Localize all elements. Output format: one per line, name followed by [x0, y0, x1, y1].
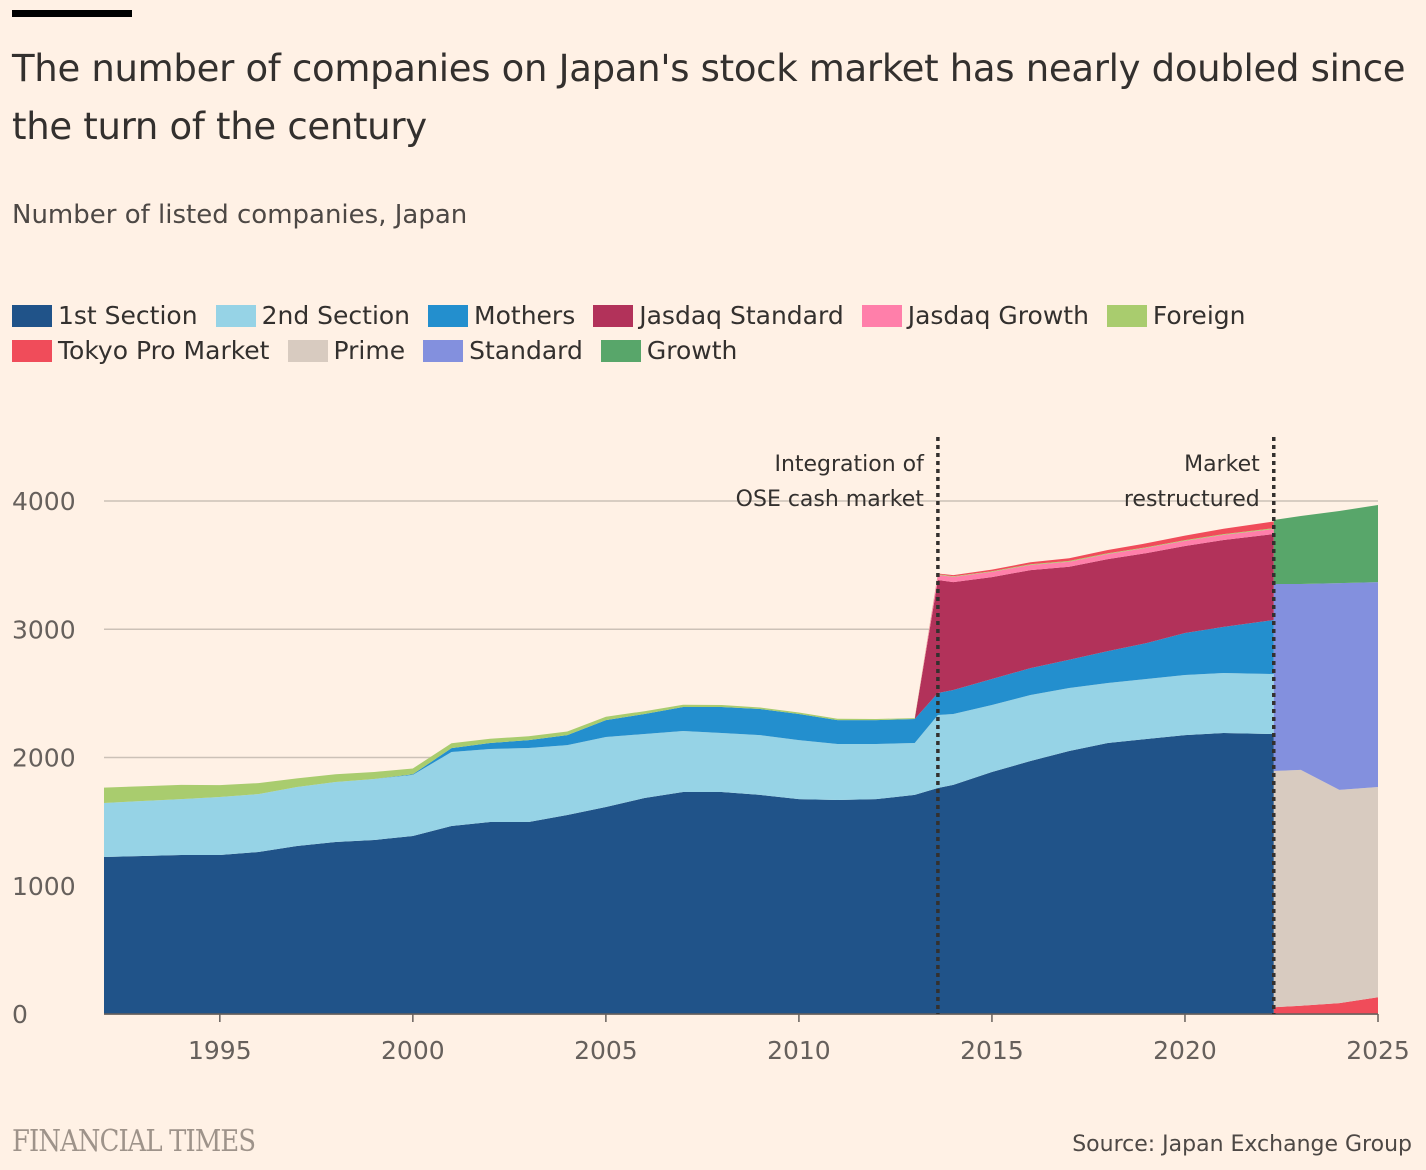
- x-tick-label: 1995: [188, 1036, 252, 1065]
- legend: 1st Section 2nd Section Mothers Jasdaq Stan…: [12, 298, 1412, 368]
- financial-times-logo: FINANCIAL TIMES: [12, 1124, 256, 1159]
- legend-swatch: [12, 339, 52, 362]
- y-tick-label: 0: [12, 1000, 28, 1029]
- legend-item: 1st Section: [12, 301, 198, 330]
- legend-label: Tokyo Pro Market: [58, 336, 270, 365]
- legend-swatch: [215, 304, 256, 327]
- legend-label: Jasdaq Growth: [907, 301, 1089, 330]
- x-tick-label: 2000: [381, 1036, 445, 1065]
- source-note: Source: Japan Exchange Group: [1072, 1132, 1412, 1157]
- legend-swatch: [428, 304, 469, 327]
- annotation-label: restructured: [1124, 487, 1260, 512]
- legend-item: Prime: [287, 336, 406, 365]
- legend-row: Tokyo Pro Market Prime Standard Growth: [12, 333, 1412, 368]
- legend-item: Standard: [423, 336, 583, 365]
- ft-top-bar: [12, 10, 132, 17]
- legend-item: Mothers: [428, 301, 575, 330]
- x-tick-label: 2015: [960, 1036, 1024, 1065]
- legend-item: Tokyo Pro Market: [12, 336, 270, 365]
- legend-label: Mothers: [474, 301, 576, 330]
- legend-item: Jasdaq Standard: [593, 301, 844, 330]
- x-tick-label: 2025: [1346, 1036, 1410, 1065]
- annotation-label: Integration of: [774, 452, 925, 477]
- legend-row: 1st Section 2nd Section Mothers Jasdaq Stan…: [12, 298, 1412, 333]
- legend-swatch: [600, 339, 641, 362]
- y-tick-label: 1000: [12, 872, 76, 901]
- legend-label: 1st Section: [58, 301, 198, 330]
- chart-subtitle: Number of listed companies, Japan: [12, 200, 468, 230]
- legend-label: Growth: [646, 336, 738, 365]
- legend-label: Foreign: [1152, 301, 1246, 330]
- legend-item: Foreign: [1106, 301, 1246, 330]
- legend-swatch: [593, 304, 634, 327]
- y-tick-label: 4000: [12, 487, 76, 516]
- legend-item: Growth: [600, 336, 738, 365]
- y-tick-label: 3000: [12, 615, 76, 644]
- x-tick-label: 2010: [767, 1036, 831, 1065]
- legend-label: Jasdaq Standard: [639, 301, 844, 330]
- x-tick-label: 2005: [574, 1036, 638, 1065]
- legend-label: Standard: [469, 336, 583, 365]
- x-tick-label: 2020: [1153, 1036, 1217, 1065]
- area-2nd-section: [104, 673, 1378, 1014]
- legend-swatch: [287, 339, 328, 362]
- chart-title: The number of companies on Japan's stock…: [12, 47, 1406, 148]
- legend-item: 2nd Section: [215, 301, 411, 330]
- legend-swatch: [12, 304, 52, 327]
- legend-label: Prime: [333, 336, 406, 365]
- y-tick-label: 2000: [12, 744, 76, 773]
- legend-label: 2nd Section: [261, 301, 411, 330]
- legend-swatch: [423, 339, 464, 362]
- legend-swatch: [1106, 304, 1147, 327]
- area-mothers: [104, 620, 1378, 1014]
- area-1st-section: [104, 733, 1378, 1014]
- annotation-label: OSE cash market: [736, 487, 925, 512]
- area-jasdaq-standard: [104, 534, 1378, 1014]
- legend-item: Jasdaq Growth: [861, 301, 1089, 330]
- annotation-label: Market: [1184, 452, 1260, 477]
- legend-swatch: [861, 304, 902, 327]
